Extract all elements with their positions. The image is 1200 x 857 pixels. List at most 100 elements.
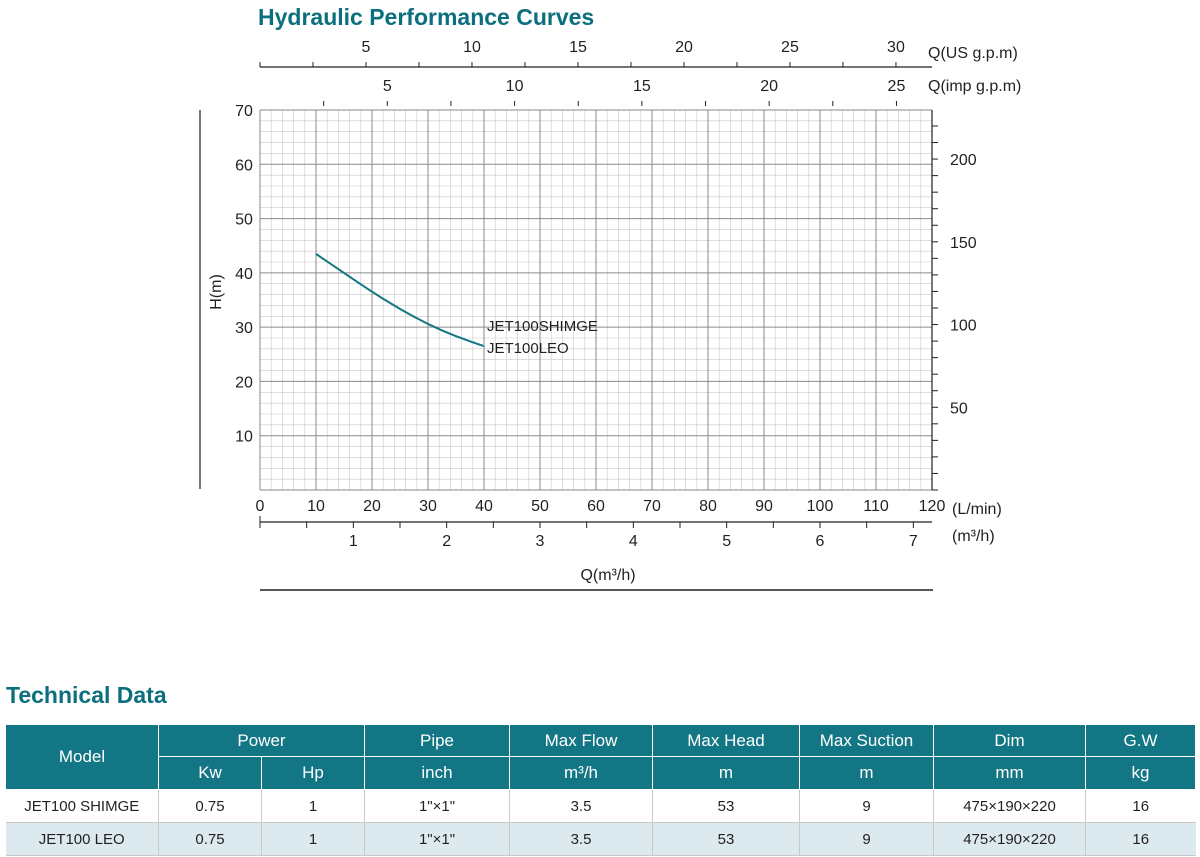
- us-gpm-tick-label: 20: [675, 39, 693, 56]
- x-tick-label: 60: [587, 498, 605, 515]
- x-unit-label: (L/min): [952, 501, 1002, 518]
- header-gw: G.W: [1085, 724, 1196, 757]
- y-tick-label: 20: [235, 374, 253, 391]
- curve-point: [344, 272, 345, 273]
- y-tick-label: 10: [235, 429, 253, 446]
- x-axis-title: Q(m³/h): [580, 567, 635, 584]
- curve-point: [484, 346, 485, 347]
- imp-gpm-tick-label: 5: [383, 78, 392, 95]
- cell-kw: 0.75: [158, 789, 262, 823]
- cell-pipe: 1"×1": [364, 789, 510, 823]
- header-pipe: Pipe: [364, 724, 510, 757]
- cell-gw: 16: [1085, 822, 1196, 856]
- m3h-tick-label: 3: [536, 533, 545, 550]
- curve-point: [400, 309, 401, 310]
- y-tick-label: 30: [235, 320, 253, 337]
- curve-point: [316, 253, 317, 254]
- cell-model: JET100 SHIMGE: [5, 789, 159, 823]
- us-gpm-tick-label: 25: [781, 39, 799, 56]
- m3h-tick-label: 6: [816, 533, 825, 550]
- cell-gw: 16: [1085, 789, 1196, 823]
- cell-max-head: 53: [652, 822, 800, 856]
- chart-title: Hydraulic Performance Curves: [258, 4, 595, 30]
- series-label: JET100SHIMGE: [487, 318, 598, 335]
- us-gpm-tick-label: 5: [362, 39, 371, 56]
- header-model: Model: [5, 724, 159, 790]
- right-tick-label: 100: [950, 318, 977, 335]
- performance-curve: [315, 253, 485, 348]
- cell-hp: 1: [261, 789, 365, 823]
- cell-dim: 475×190×220: [933, 822, 1086, 856]
- unit-pipe: inch: [364, 756, 510, 790]
- x-tick-label: 90: [755, 498, 773, 515]
- us-gpm-tick-label: 10: [463, 39, 481, 56]
- header-dim: Dim: [933, 724, 1086, 757]
- m3h-tick-label: 2: [442, 533, 451, 550]
- x-tick-label: 80: [699, 498, 717, 515]
- header-power: Power: [158, 724, 365, 757]
- header-max-suction: Max Suction: [799, 724, 934, 757]
- us-gpm-tick-label: 30: [887, 39, 905, 56]
- us-gpm-tick-label: 15: [569, 39, 587, 56]
- unit-max-head: m: [652, 756, 800, 790]
- x-tick-label: 110: [863, 498, 889, 515]
- m3h-tick-label: 5: [722, 533, 731, 550]
- unit-dim: mm: [933, 756, 1086, 790]
- cell-max-head: 53: [652, 789, 800, 823]
- x-tick-label: 100: [807, 498, 834, 515]
- x-tick-label: 0: [256, 498, 265, 515]
- x-tick-label: 120: [919, 498, 946, 515]
- table-row: JET100 SHIMGE 0.75 1 1"×1" 3.5 53 9 475×…: [5, 789, 1196, 823]
- series-layer: [315, 253, 485, 348]
- y-tick-label: 70: [235, 103, 253, 120]
- y-tick-label: 50: [235, 212, 253, 229]
- cell-model: JET100 LEO: [5, 822, 159, 856]
- unit-max-flow: m³/h: [509, 756, 653, 790]
- performance-chart: 10 20 30 40 50 60 70 H(m) 0 10 20 30 40 50 60 70 80 90 100…: [199, 39, 1021, 591]
- imp-gpm-axis-title: Q(imp g.p.m): [928, 78, 1021, 95]
- x-tick-label: 70: [643, 498, 661, 515]
- technical-data-title: Technical Data: [6, 682, 167, 708]
- technical-data-table: Model Power Pipe Max Flow Max Head Max S…: [5, 724, 1196, 856]
- x-tick-label: 50: [531, 498, 549, 515]
- m3h-unit-label: (m³/h): [952, 528, 995, 545]
- cell-max-flow: 3.5: [509, 789, 653, 823]
- m3h-tick-label: 7: [909, 533, 918, 550]
- cell-max-suction: 9: [799, 789, 934, 823]
- cell-kw: 0.75: [158, 822, 262, 856]
- header-max-flow: Max Flow: [509, 724, 653, 757]
- unit-max-suction: m: [799, 756, 934, 790]
- curve-point: [456, 336, 457, 337]
- imp-gpm-tick-label: 25: [888, 78, 906, 95]
- curve-point: [372, 291, 373, 292]
- y-tick-label: 60: [235, 157, 253, 174]
- cell-dim: 475×190×220: [933, 789, 1086, 823]
- unit-gw: kg: [1085, 756, 1196, 790]
- imp-gpm-tick-label: 10: [506, 78, 524, 95]
- x-tick-label: 40: [475, 498, 493, 515]
- axis-labels: 10 20 30 40 50 60 70 H(m) 0 10 20 30 40 50 60 70 80 90 100…: [208, 39, 1021, 584]
- imp-gpm-tick-label: 20: [760, 78, 778, 95]
- cell-hp: 1: [261, 822, 365, 856]
- right-tick-label: 50: [950, 400, 968, 417]
- cell-pipe: 1"×1": [364, 822, 510, 856]
- unit-kw: Kw: [158, 756, 262, 790]
- m3h-tick-label: 4: [629, 533, 638, 550]
- right-tick-label: 200: [950, 152, 977, 169]
- cell-max-suction: 9: [799, 822, 934, 856]
- cell-max-flow: 3.5: [509, 822, 653, 856]
- us-gpm-axis-title: Q(US g.p.m): [928, 45, 1018, 62]
- curve-point: [428, 324, 429, 325]
- header-max-head: Max Head: [652, 724, 800, 757]
- x-tick-label: 10: [307, 498, 325, 515]
- m3h-tick-label: 1: [349, 533, 358, 550]
- table-row: JET100 LEO 0.75 1 1"×1" 3.5 53 9 475×190…: [5, 822, 1196, 856]
- axes: [199, 62, 938, 591]
- series-label: JET100LEO: [487, 340, 569, 357]
- x-tick-label: 20: [363, 498, 381, 515]
- right-tick-label: 150: [950, 235, 977, 252]
- x-tick-label: 30: [419, 498, 437, 515]
- imp-gpm-tick-label: 15: [633, 78, 651, 95]
- unit-hp: Hp: [261, 756, 365, 790]
- y-axis-title: H(m): [208, 274, 225, 310]
